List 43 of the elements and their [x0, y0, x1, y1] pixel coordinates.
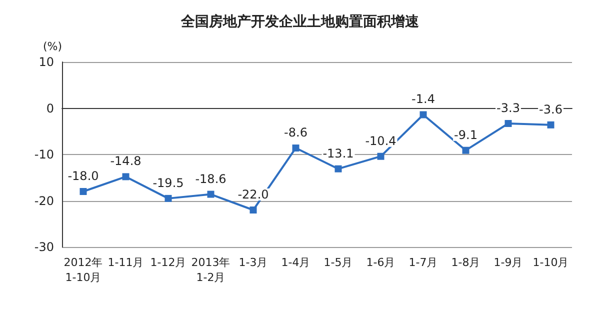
- x-tick-label: 1-8月: [451, 256, 480, 269]
- data-label: -1.4: [412, 92, 435, 106]
- data-label: -10.4: [365, 134, 396, 148]
- x-tick-label: 1-11月: [108, 256, 144, 269]
- x-tick-label: 1-12月: [150, 256, 186, 269]
- point: [292, 144, 300, 152]
- point: [80, 188, 87, 195]
- point: [207, 190, 214, 198]
- y-tick-label: -30: [34, 240, 54, 254]
- data-label: -9.1: [454, 128, 478, 142]
- chart-title: 全国房地产开发企业土地购置面积增速: [180, 13, 420, 30]
- data-label: -13.1: [322, 146, 354, 160]
- y-tick-label: -20: [34, 194, 54, 208]
- y-tick-label: 10: [38, 55, 54, 69]
- x-tick-label: 1-5月: [324, 256, 353, 269]
- x-tick-label: 2012年 1-10月: [64, 256, 103, 284]
- data-label: -18.6: [195, 172, 226, 186]
- point: [122, 173, 130, 180]
- point: [250, 206, 257, 214]
- y-tick-label: 0: [46, 101, 54, 116]
- x-tick-label: 1-4月: [281, 256, 310, 269]
- point: [547, 121, 554, 128]
- point: [164, 194, 172, 202]
- point: [420, 111, 427, 118]
- x-tick-label: 2013年 1-2月: [191, 256, 230, 284]
- y-tick-label: -10: [34, 148, 54, 162]
- data-label: -19.5: [152, 176, 184, 190]
- data-label: -8.6: [284, 126, 308, 140]
- point: [334, 165, 342, 172]
- x-tick-label: 1-9月: [494, 256, 523, 269]
- data-label: -14.8: [110, 154, 142, 168]
- y-axis-title: (%): [42, 40, 62, 53]
- point: [504, 120, 512, 128]
- x-tick-label: 1-10月: [532, 256, 569, 269]
- data-label: -3.3: [496, 101, 520, 116]
- x-tick-label: 1-6月: [366, 256, 396, 269]
- data-label: -18.0: [68, 169, 99, 183]
- data-label: -22.0: [238, 188, 269, 202]
- data-label: -3.6: [539, 102, 562, 116]
- x-tick-label: 1-7月: [408, 256, 438, 269]
- point: [377, 152, 384, 160]
- x-tick-label: 1-3月: [238, 256, 268, 269]
- point: [462, 146, 470, 154]
